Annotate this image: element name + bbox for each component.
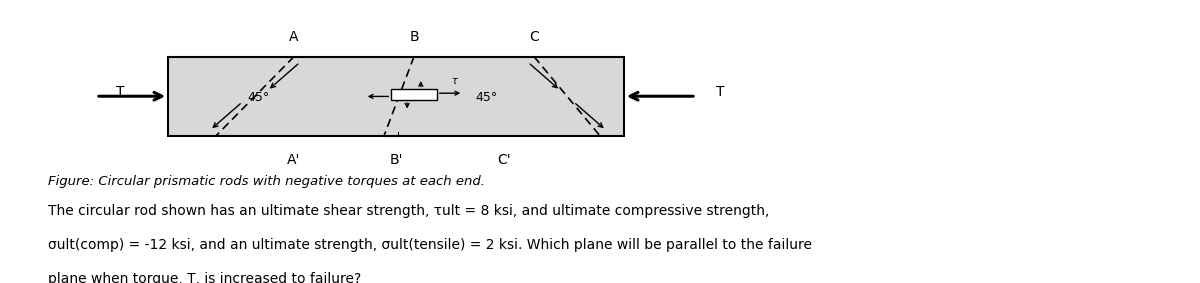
Text: Figure: Circular prismatic rods with negative torques at each end.: Figure: Circular prismatic rods with neg…	[48, 175, 485, 188]
Text: T: T	[115, 85, 125, 99]
Text: $\tau$: $\tau$	[451, 76, 460, 86]
Text: B: B	[409, 30, 419, 44]
Text: A: A	[289, 30, 299, 44]
Bar	[168, 57, 624, 136]
Text: 45°: 45°	[247, 91, 269, 104]
Text: σult(comp) = -12 ksi, and an ultimate strength, σult(tensile) = 2 ksi. Which pla: σult(comp) = -12 ksi, and an ultimate st…	[48, 238, 812, 252]
Text: C': C'	[497, 153, 511, 167]
Text: A': A'	[287, 153, 301, 167]
Text: C: C	[529, 30, 539, 44]
Text: plane when torque, T, is increased to failure?: plane when torque, T, is increased to fa…	[48, 272, 361, 283]
Bar	[391, 89, 437, 100]
Text: B': B'	[389, 153, 403, 167]
Text: T: T	[715, 85, 725, 99]
Text: 45°: 45°	[475, 91, 497, 104]
Text: The circular rod shown has an ultimate shear strength, τult = 8 ksi, and ultimat: The circular rod shown has an ultimate s…	[48, 204, 769, 218]
